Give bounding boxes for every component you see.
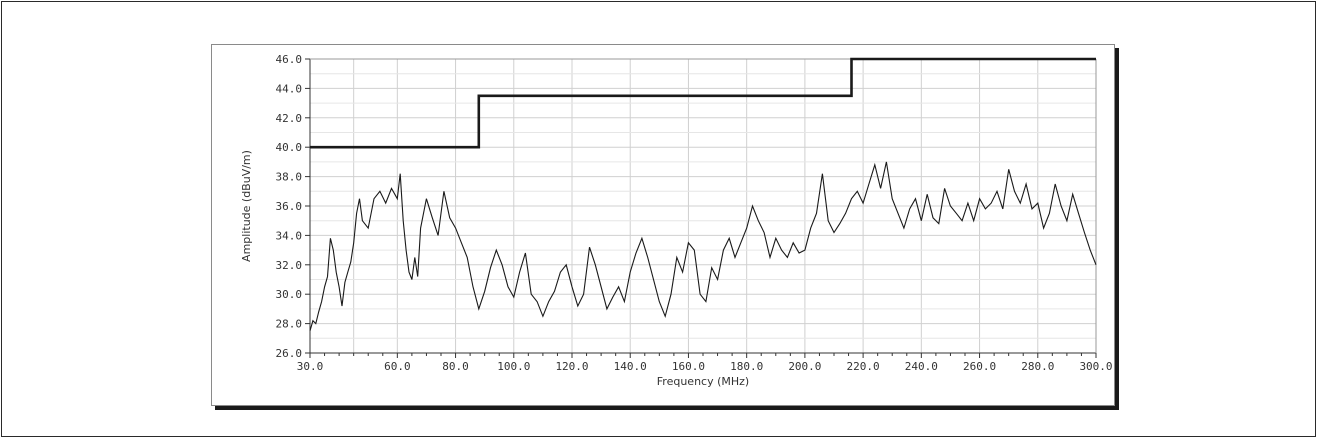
grid-lines (310, 58, 1097, 354)
x-tick-label: 160.0 (672, 360, 705, 373)
x-tick-label: 180.0 (730, 360, 763, 373)
x-tick-label: 30.0 (297, 360, 324, 373)
chart-panel: 30.0 60.0 80.0 100.0 120.0 140.0 160.0 180.0 200… (211, 44, 1115, 406)
y-tick-label: 36.0 (276, 200, 303, 213)
x-tick-label: 240.0 (905, 360, 938, 373)
y-tick-label: 34.0 (276, 229, 303, 242)
x-tick-label: 220.0 (847, 360, 880, 373)
limit-line (310, 57, 1096, 149)
series-layer (309, 57, 1097, 332)
y-tick-label: 26.0 (276, 347, 303, 360)
x-tick-label: 140.0 (614, 360, 647, 373)
x-axis-title: Frequency (MHz) (657, 375, 749, 388)
measurement-line (309, 161, 1097, 332)
y-tick-label: 40.0 (276, 141, 303, 154)
x-tick-label: 280.0 (1021, 360, 1054, 373)
y-tick-label: 44.0 (276, 82, 303, 95)
x-tick-label: 60.0 (384, 360, 411, 373)
x-tick-label: 260.0 (963, 360, 996, 373)
y-tick-label: 30.0 (276, 288, 303, 301)
x-tick-label: 80.0 (442, 360, 469, 373)
y-axis-ticks: 26.0 28.0 30.0 32.0 34.0 36.0 38.0 40.0 42.0 44.0… (276, 53, 310, 360)
y-tick-label: 38.0 (276, 171, 303, 184)
x-axis-ticks: 30.0 60.0 80.0 100.0 120.0 140.0 160.0 180.0 200… (297, 353, 1113, 373)
x-tick-label: 100.0 (497, 360, 530, 373)
y-tick-label: 28.0 (276, 318, 303, 331)
y-axis-title: Amplitude (dBuV/m) (240, 150, 253, 262)
x-tick-label: 120.0 (555, 360, 588, 373)
y-tick-label: 32.0 (276, 259, 303, 272)
x-tick-label: 200.0 (788, 360, 821, 373)
chart-canvas: 30.0 60.0 80.0 100.0 120.0 140.0 160.0 180.0 200… (240, 53, 1113, 388)
y-tick-label: 46.0 (276, 53, 303, 66)
x-tick-label: 300.0 (1079, 360, 1112, 373)
y-tick-label: 42.0 (276, 112, 303, 125)
